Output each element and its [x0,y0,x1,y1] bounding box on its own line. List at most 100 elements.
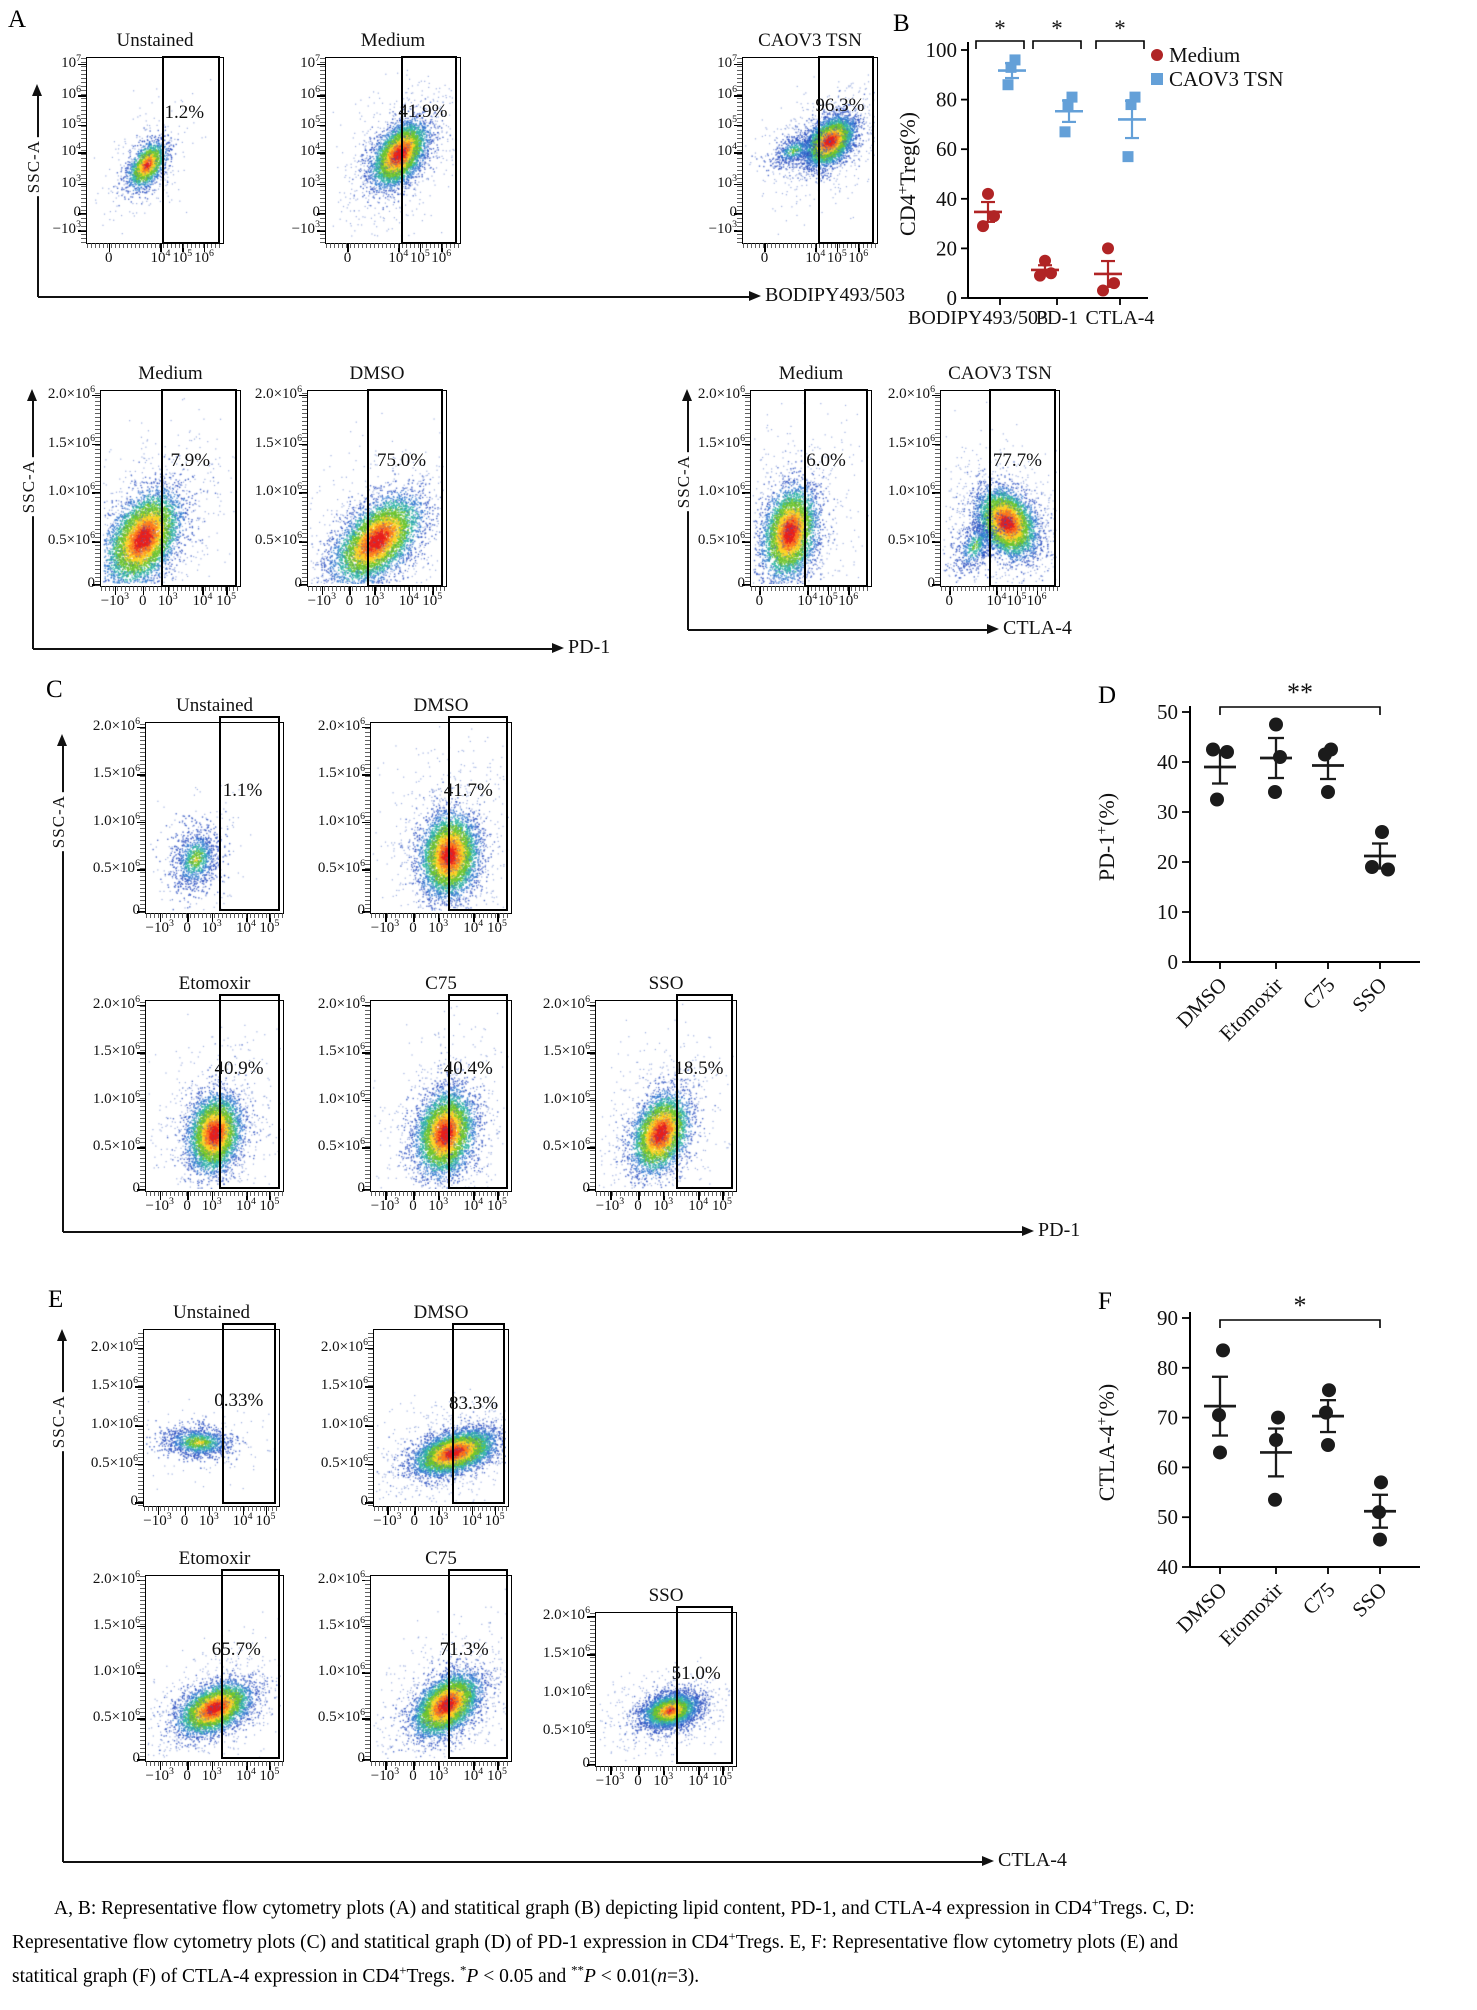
tick-mark [473,1192,475,1200]
significance-star: * [994,16,1006,41]
y-tick-label: 1.0×106 [254,481,302,500]
x-tick-label: 105 [484,1511,505,1529]
y-tick-label: 50 [1157,1505,1178,1529]
y-tick-label: 90 [1157,1306,1178,1330]
scatter-point-medium [1102,242,1114,255]
scatter-point [1268,785,1282,799]
y-tick-label: 0.5×106 [92,858,140,877]
x-tick-label: 104 [461,1511,482,1529]
scatter-point [1365,860,1379,874]
y-tick-label: 0 [132,902,141,919]
x-tick-label: SSO [1347,1578,1391,1622]
significance-bracket [1032,40,1082,49]
tick-mark [159,1762,162,1770]
y-tick-label: 0.5×106 [317,1707,365,1726]
x-tick-label: 104 [986,591,1007,609]
scatter-point [1210,792,1224,807]
y-tick-label: 2.0×106 [542,1605,590,1624]
y-tick-label: 0 [132,1180,141,1197]
flow-dot-cloud [597,1002,734,1189]
caption-segment: n [657,1966,668,1987]
scatter-point-medium [982,187,994,200]
y-tick-label: 105 [717,113,737,132]
x-tick-label: 104 [688,1196,709,1214]
flow-gate [218,716,280,911]
scatter-point-medium [977,220,989,233]
flow-dot-cloud [147,1577,281,1759]
scatter-point-medium [1108,277,1120,290]
flow-percent-label: 40.4% [443,1058,493,1079]
y-tick-label: 80 [936,88,957,112]
panel-label-c: C [46,676,63,703]
tick-mark [996,587,998,595]
y-tick-label: 1.0×106 [92,1088,140,1107]
x-tick-label: 104 [805,248,826,266]
tick-mark [321,587,324,595]
arrow-right-icon [982,1855,994,1866]
y-tick-label: 107 [300,52,320,71]
flow-plot-etomoxir: Etomoxir 40.9% 2.0×106 1.5×106 1.0×106 0.5×10… [93,973,284,1214]
flow-percent-label: 96.3% [815,95,865,116]
x-tick-label: −103 [595,1196,625,1214]
tick-mark [419,244,422,252]
x-axis-label: CTLA-4 [1003,617,1072,639]
tick-mark [159,914,162,922]
y-tick-label: 70 [1157,1406,1178,1430]
flow-dot-cloud [942,392,1057,584]
flow-gate [448,716,508,911]
flow-dot-cloud [744,59,875,241]
caption-segment: < 0.01( [595,1966,658,1987]
caption-segment: A, B: Representative flow cytometry plot… [54,1898,1092,1919]
arrow-right-icon [749,290,761,301]
y-tick-label: 0.5×106 [90,1452,138,1471]
flow-plot-title: SSO [648,1585,684,1606]
tick-mark [807,587,809,595]
y-tick-label: 1.0×106 [47,481,95,500]
y-tick-label: 104 [61,141,81,160]
significance-bracket [1219,1319,1381,1328]
y-tick-label: 0.5×106 [317,1136,365,1155]
y-tick-label: 0.5×106 [542,1719,590,1738]
x-tick-label: 104 [797,591,818,609]
arrow-right-icon [987,623,999,634]
flow-gate [401,56,457,244]
x-tick-label: 106 [838,591,859,609]
x-axis-arrow-line [63,1861,983,1863]
x-tick-label: 0 [634,1773,642,1789]
flow-plot-title: Medium [778,363,844,384]
minor-ticks-bottom [146,1191,283,1196]
caption-segment: < 0.05 and [478,1966,572,1987]
scatter-point [1373,1532,1387,1547]
x-tick-label: 103 [198,1511,219,1529]
tick-mark [142,587,145,595]
caption-segment: P [466,1966,479,1987]
tick-mark [497,1192,499,1200]
y-tick-label: 0.5×106 [320,1452,368,1471]
minor-ticks-bottom [374,1506,508,1511]
minor-ticks-bottom [743,243,877,248]
x-tick-label: 105 [487,1196,507,1214]
panel-label-b: B [893,10,910,37]
flow-dot-cloud [102,392,238,584]
significance-star: * [1294,1291,1307,1320]
x-axis-label: PD-1 [1038,1219,1081,1241]
chart-ctla4: 40 50 60 70 80 90 CTLA-4+(%) DMSO Etomoxir C75 SSO… [1068,1262,1477,1667]
y-tick-label: 104 [717,141,737,160]
y-tick-label: 2.0×106 [317,993,365,1012]
x-tick-label: −103 [370,1766,400,1784]
y-tick-label: 0 [294,575,303,592]
y-tick-label: 0.5×106 [887,530,935,549]
tick-mark [269,1762,271,1770]
y-tick-label: 103 [61,172,81,191]
flow-plot-unstained: Unstained 1.2% 107 106 105 104 103 0 −103 0 104 105… [53,30,224,266]
x-tick-label: −103 [373,1511,402,1529]
flow-percent-label: 7.9% [170,449,211,471]
scatter-point-medium [1039,254,1051,267]
y-tick-label: 104 [300,141,320,160]
tick-mark [385,914,387,922]
tick-mark [208,1507,211,1515]
y-tick-label: 2.0×106 [317,715,365,734]
arrow-right-icon [552,642,564,653]
scatter-point-medium [1097,284,1109,297]
y-tick-label: 0 [357,1180,366,1197]
